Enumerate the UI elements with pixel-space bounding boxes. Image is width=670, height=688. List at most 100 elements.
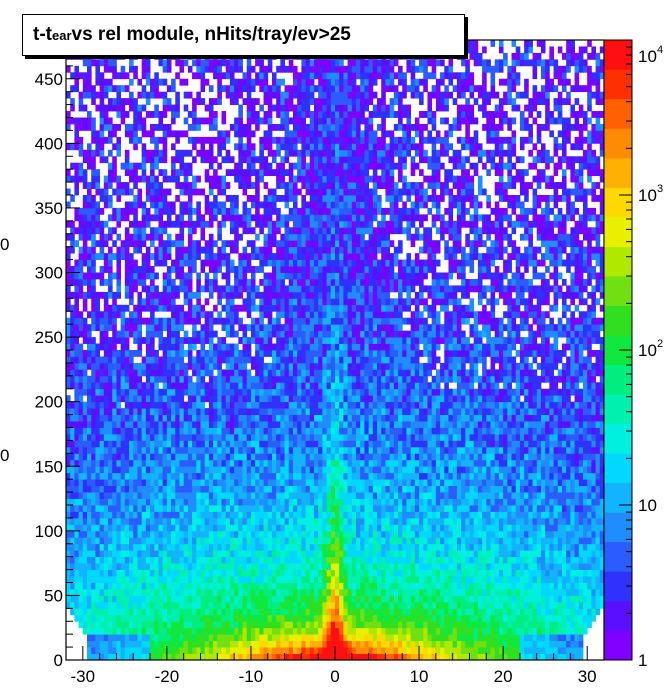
heatmap-cell (255, 440, 260, 448)
heatmap-cell (557, 498, 563, 506)
heatmap-cell (381, 614, 386, 622)
heatmap-cell (267, 498, 273, 506)
heatmap-cell (297, 459, 302, 467)
heatmap-cell (318, 453, 323, 461)
heatmap-cell (498, 485, 504, 493)
heatmap-cell (326, 601, 332, 609)
heatmap-cell (99, 505, 105, 512)
heatmap-cell (410, 433, 416, 441)
heatmap-cell (540, 550, 546, 558)
heatmap-cell (276, 576, 281, 583)
heatmap-cell (192, 414, 197, 422)
heatmap-cell (456, 556, 462, 564)
heatmap-cell (204, 479, 210, 487)
heatmap-cell (465, 563, 470, 570)
heatmap-cell (313, 511, 319, 519)
heatmap-cell (448, 627, 454, 635)
heatmap-cell (347, 640, 353, 648)
heatmap-cell (91, 576, 96, 583)
heatmap-cell (305, 537, 311, 545)
heatmap-cell (553, 582, 559, 590)
heatmap-cell (82, 569, 88, 577)
heatmap-cell (221, 433, 227, 441)
heatmap-cell (582, 582, 588, 590)
heatmap-cell (582, 408, 588, 415)
heatmap-cell (150, 576, 155, 583)
heatmap-cell (145, 498, 151, 506)
heatmap-cell (150, 414, 155, 422)
heatmap-cell (511, 459, 517, 467)
heatmap-cell (99, 588, 105, 596)
heatmap-cell (389, 466, 395, 474)
heatmap-cell (280, 492, 285, 499)
heatmap-cell (582, 576, 588, 583)
heatmap-cell (431, 446, 437, 454)
heatmap-cell (402, 627, 407, 635)
heatmap-cell (540, 427, 546, 435)
heatmap-cell (297, 505, 302, 512)
heatmap-cell (532, 543, 538, 551)
heatmap-cell (427, 459, 433, 467)
heatmap-cell (566, 459, 571, 467)
heatmap-cell (259, 505, 264, 512)
heatmap-cell (234, 563, 239, 570)
heatmap-cell (595, 472, 601, 480)
heatmap-cell (389, 511, 395, 519)
heatmap-cell (326, 588, 332, 596)
heatmap-cell (70, 550, 75, 558)
heatmap-cell (318, 408, 323, 415)
heatmap-cell (406, 588, 412, 596)
heatmap-cell (330, 414, 336, 422)
heatmap-cell (524, 472, 529, 480)
heatmap-cell (519, 608, 525, 616)
heatmap-cell (578, 563, 584, 570)
heatmap-cell (381, 608, 386, 616)
heatmap-cell (545, 530, 550, 538)
heatmap-cell (423, 498, 428, 506)
heatmap-cell (200, 524, 206, 532)
heatmap-cell (561, 569, 567, 577)
heatmap-cell (74, 608, 80, 616)
heatmap-cell (524, 640, 529, 648)
heatmap-cell (276, 627, 281, 635)
heatmap-cell (482, 466, 487, 474)
heatmap-cell (137, 505, 143, 512)
heatmap-cell (192, 588, 197, 596)
heatmap-cell (381, 647, 386, 654)
heatmap-cell (448, 614, 454, 622)
heatmap-cell (213, 485, 218, 493)
heatmap-cell (150, 543, 155, 551)
heatmap-cell (200, 498, 206, 506)
heatmap-cell (419, 576, 424, 583)
heatmap-cell (259, 524, 264, 532)
heatmap-cell (196, 408, 201, 415)
heatmap-cell (213, 479, 218, 487)
heatmap-cell (250, 608, 256, 616)
heatmap-cell (187, 621, 193, 629)
heatmap-cell (91, 569, 96, 577)
heatmap-cell (271, 588, 277, 596)
heatmap-cell (570, 414, 575, 422)
heatmap-cell (187, 537, 193, 545)
heatmap-cell (150, 421, 155, 428)
heatmap-cell (419, 511, 424, 519)
heatmap-cell (465, 634, 470, 642)
heatmap-cell (112, 427, 117, 435)
heatmap-cell (511, 421, 517, 428)
heatmap-cell (158, 433, 164, 441)
heatmap-cell (435, 466, 441, 474)
heatmap-cell (515, 517, 521, 525)
heatmap-cell (99, 401, 105, 409)
heatmap-cell (398, 408, 403, 415)
heatmap-cell (234, 511, 239, 519)
heatmap-cell (158, 440, 164, 448)
heatmap-cell (326, 614, 332, 622)
heatmap-cell (536, 505, 542, 512)
heatmap-cell (204, 453, 210, 461)
heatmap-cell (145, 563, 151, 570)
heatmap-cell (158, 653, 164, 661)
heatmap-cell (229, 453, 235, 461)
heatmap-cell (208, 550, 214, 558)
heatmap-cell (120, 427, 126, 435)
heatmap-cell (242, 537, 248, 545)
